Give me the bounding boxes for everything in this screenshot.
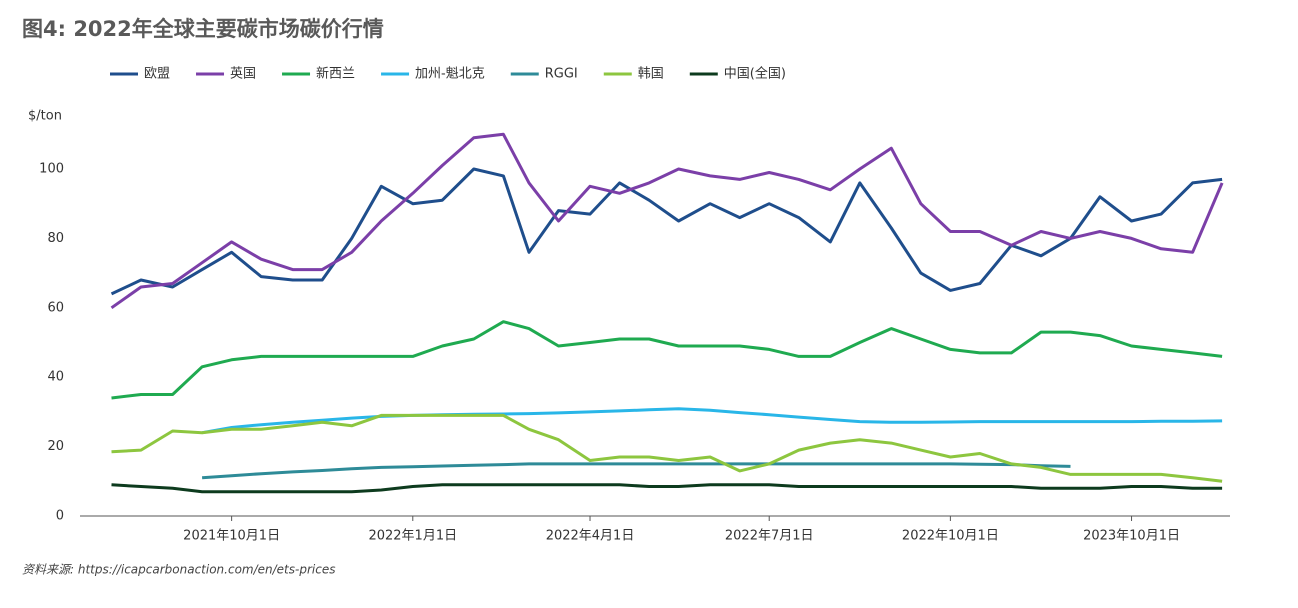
legend-label: 加州-魁北克 (415, 66, 485, 82)
y-axis-label: $/ton (28, 109, 62, 124)
legend-label: 韩国 (638, 67, 664, 82)
x-tick-label: 2023年10月1日 (1083, 529, 1180, 544)
series-line (201, 462, 1071, 480)
y-tick-label: 100 (39, 162, 64, 177)
y-tick-label: 80 (47, 231, 64, 246)
x-tick-label: 2021年10月1日 (183, 529, 280, 544)
series-line (201, 407, 1223, 435)
chart-title: 图4: 2022年全球主要碳市场碳价行情 (22, 17, 384, 41)
legend-label: 欧盟 (144, 67, 170, 82)
legend-label: 新西兰 (316, 66, 355, 82)
y-tick-label: 20 (47, 439, 64, 454)
source-note: 资料来源: https://icapcarbonaction.com/en/et… (22, 563, 335, 577)
y-tick-label: 40 (47, 370, 64, 385)
series-line (111, 320, 1223, 400)
series-line (110, 167, 1223, 296)
legend-label: 英国 (230, 67, 256, 82)
series-line (111, 413, 1223, 483)
x-tick-label: 2022年7月1日 (725, 529, 814, 544)
legend-label: 中国(全国) (724, 66, 786, 82)
y-tick-label: 60 (47, 300, 64, 315)
x-tick-label: 2022年10月1日 (902, 529, 999, 544)
legend-label: RGGI (545, 67, 578, 82)
series-line (110, 132, 1224, 310)
series-line (111, 483, 1223, 494)
x-tick-label: 2022年4月1日 (546, 529, 635, 544)
y-tick-label: 0 (56, 509, 64, 524)
x-tick-label: 2022年1月1日 (368, 529, 457, 544)
